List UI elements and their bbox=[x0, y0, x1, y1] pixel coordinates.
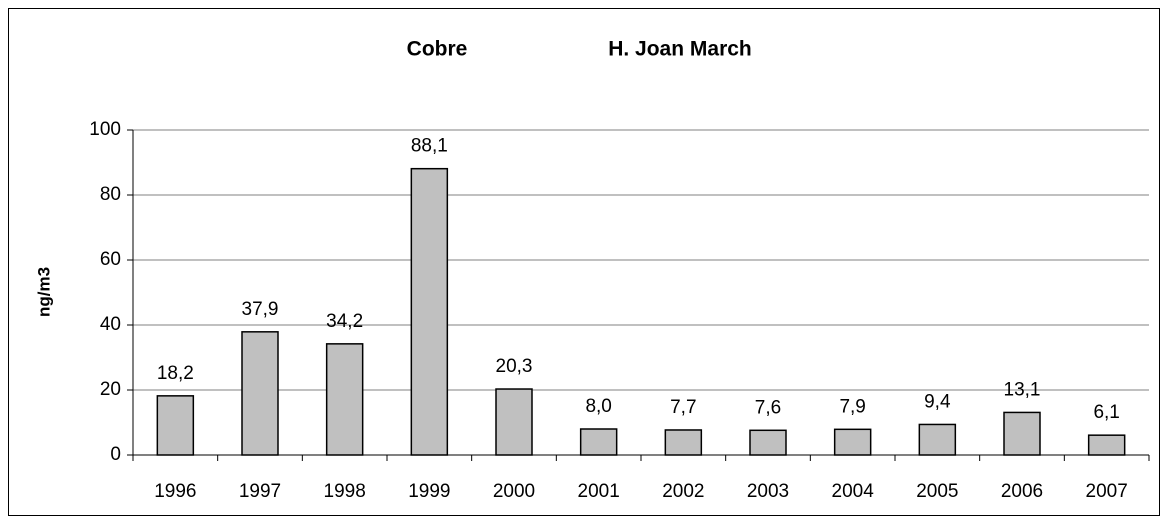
bar bbox=[495, 388, 533, 456]
x-tick-label: 2002 bbox=[662, 481, 704, 502]
value-label: 8,0 bbox=[585, 396, 611, 417]
value-label: 6,1 bbox=[1093, 402, 1119, 423]
bar bbox=[833, 428, 872, 456]
bar bbox=[579, 428, 618, 456]
x-tick-label: 2001 bbox=[578, 481, 620, 502]
value-label: 88,1 bbox=[411, 136, 448, 157]
bar bbox=[1003, 411, 1041, 456]
bar bbox=[918, 423, 957, 456]
value-label: 9,4 bbox=[924, 391, 951, 412]
value-label: 18,2 bbox=[157, 363, 194, 384]
chart-border bbox=[8, 8, 1160, 516]
value-label: 37,9 bbox=[242, 299, 279, 320]
value-label: 7,9 bbox=[839, 396, 865, 417]
bar bbox=[156, 395, 195, 456]
chart-title: Cobre bbox=[407, 38, 468, 61]
x-tick-label: 2007 bbox=[1086, 481, 1128, 502]
x-tick-label: 1999 bbox=[408, 481, 450, 502]
y-tick-label: 60 bbox=[100, 249, 121, 270]
x-tick-label: 2005 bbox=[916, 481, 958, 502]
y-tick-label: 20 bbox=[100, 379, 121, 400]
chart-subtitle: H. Joan March bbox=[608, 38, 752, 61]
bar bbox=[749, 429, 787, 456]
value-label: 20,3 bbox=[496, 356, 533, 377]
bar bbox=[664, 429, 703, 456]
value-label: 7,6 bbox=[755, 397, 781, 418]
y-axis-label: ng/m3 bbox=[34, 267, 53, 317]
x-tick-label: 2006 bbox=[1001, 481, 1043, 502]
value-label: 7,7 bbox=[670, 397, 696, 418]
bar bbox=[410, 167, 449, 456]
value-label: 34,2 bbox=[326, 311, 363, 332]
bar bbox=[325, 343, 364, 456]
x-tick-label: 1998 bbox=[324, 481, 366, 502]
bar bbox=[1087, 434, 1126, 456]
x-tick-label: 2003 bbox=[747, 481, 789, 502]
bar bbox=[241, 331, 279, 456]
y-tick-label: 40 bbox=[100, 314, 121, 335]
value-label: 13,1 bbox=[1004, 379, 1041, 400]
y-tick-label: 100 bbox=[89, 119, 121, 140]
x-tick-label: 2004 bbox=[832, 481, 875, 502]
x-tick-label: 1996 bbox=[154, 481, 196, 502]
x-tick-label: 1997 bbox=[239, 481, 281, 502]
y-tick-label: 0 bbox=[110, 444, 121, 465]
x-tick-label: 2000 bbox=[493, 481, 535, 502]
y-tick-label: 80 bbox=[100, 184, 121, 205]
